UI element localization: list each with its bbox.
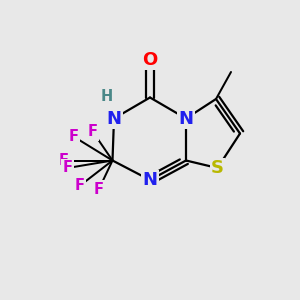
Text: F: F: [88, 124, 98, 140]
Text: H: H: [100, 89, 112, 104]
Text: F: F: [62, 160, 73, 175]
Text: F: F: [94, 182, 104, 196]
Text: F: F: [58, 153, 69, 168]
Text: F: F: [74, 178, 85, 194]
Text: N: N: [178, 110, 194, 128]
Text: F: F: [68, 129, 79, 144]
Text: S: S: [211, 159, 224, 177]
Text: O: O: [142, 51, 158, 69]
Text: N: N: [106, 110, 122, 128]
Text: N: N: [142, 171, 158, 189]
